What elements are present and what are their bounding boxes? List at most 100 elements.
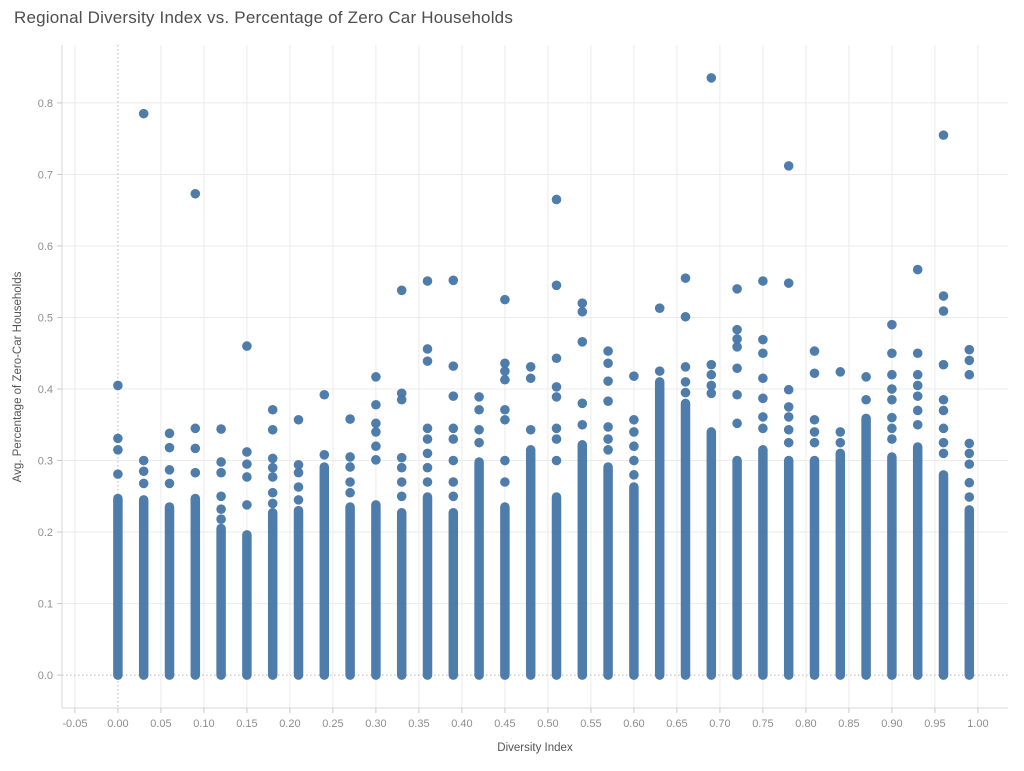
data-point[interactable] [242,500,252,510]
data-point[interactable] [706,380,717,391]
data-point[interactable] [164,465,175,475]
data-point[interactable] [396,491,407,502]
data-point[interactable] [680,273,691,283]
data-point[interactable] [912,380,923,391]
data-point[interactable] [577,398,588,409]
data-point[interactable] [525,424,536,435]
data-point[interactable] [422,423,433,434]
data-point[interactable] [964,477,975,488]
data-point[interactable] [732,342,742,352]
data-point[interactable] [371,455,381,465]
data-point[interactable] [680,377,691,387]
data-point[interactable] [448,275,459,286]
data-point[interactable] [887,384,897,394]
data-point[interactable] [912,264,923,275]
data-point[interactable] [448,455,459,466]
data-point[interactable] [190,443,201,454]
data-point[interactable] [164,442,175,453]
data-point[interactable] [603,396,613,406]
data-point[interactable] [345,452,355,462]
data-point[interactable] [190,188,201,199]
data-point[interactable] [293,482,304,492]
data-point[interactable] [474,424,484,435]
data-point[interactable] [732,284,742,294]
data-point[interactable] [809,414,820,425]
data-point[interactable] [758,276,768,286]
data-point[interactable] [887,369,897,380]
data-point[interactable] [964,492,975,502]
data-point[interactable] [732,418,742,429]
data-point[interactable] [474,392,484,402]
data-point[interactable] [654,366,665,376]
data-point[interactable] [164,478,175,489]
data-point[interactable] [371,441,381,452]
data-point[interactable] [422,356,433,366]
data-point[interactable] [629,427,639,437]
data-point[interactable] [603,434,613,444]
data-point[interactable] [887,319,897,330]
data-point[interactable] [448,391,459,401]
data-point[interactable] [758,348,768,359]
data-point[interactable] [345,462,355,472]
data-point[interactable] [758,373,768,384]
data-point[interactable] [938,437,949,448]
data-point[interactable] [835,437,846,448]
data-point[interactable] [964,438,975,449]
data-point[interactable] [216,491,226,502]
data-point[interactable] [783,161,794,171]
data-point[interactable] [938,291,949,301]
data-point[interactable] [500,294,510,305]
data-point[interactable] [912,369,923,380]
data-point[interactable] [732,334,742,344]
data-point[interactable] [500,358,510,369]
data-point[interactable] [422,276,433,286]
data-point[interactable] [732,324,742,335]
data-point[interactable] [551,382,562,392]
data-point[interactable] [267,498,278,509]
data-point[interactable] [190,423,201,434]
data-point[interactable] [964,369,975,380]
data-point[interactable] [448,491,459,502]
data-point[interactable] [422,477,433,487]
data-point[interactable] [938,394,949,405]
data-point[interactable] [164,428,175,439]
data-point[interactable] [422,448,433,459]
data-point[interactable] [783,402,794,412]
data-point[interactable] [500,404,510,415]
data-point[interactable] [835,427,846,437]
data-point[interactable] [422,434,433,444]
data-point[interactable] [345,414,355,424]
data-point[interactable] [216,504,226,514]
data-point[interactable] [758,334,768,345]
data-point[interactable] [371,399,381,410]
data-point[interactable] [680,311,691,322]
data-point[interactable] [912,405,923,416]
data-point[interactable] [629,414,639,425]
data-point[interactable] [345,487,355,498]
data-point[interactable] [551,353,562,364]
data-point[interactable] [396,477,407,487]
data-point[interactable] [422,344,433,354]
data-point[interactable] [603,422,613,432]
data-point[interactable] [783,424,794,435]
data-point[interactable] [783,278,794,288]
data-point[interactable] [551,455,562,466]
data-point[interactable] [964,355,975,366]
data-point[interactable] [654,303,665,313]
data-point[interactable] [809,368,820,379]
data-point[interactable] [783,384,794,395]
data-point[interactable] [732,363,742,374]
data-point[interactable] [396,394,407,405]
data-point[interactable] [887,434,897,444]
data-point[interactable] [113,433,123,444]
data-point[interactable] [783,437,794,448]
data-point[interactable] [500,477,510,487]
data-point[interactable] [525,373,536,384]
data-point[interactable] [577,337,588,347]
data-point[interactable] [216,457,226,467]
data-point[interactable] [551,392,562,402]
data-point[interactable] [267,472,278,482]
data-point[interactable] [938,359,949,370]
data-point[interactable] [319,389,330,400]
data-point[interactable] [551,434,562,444]
